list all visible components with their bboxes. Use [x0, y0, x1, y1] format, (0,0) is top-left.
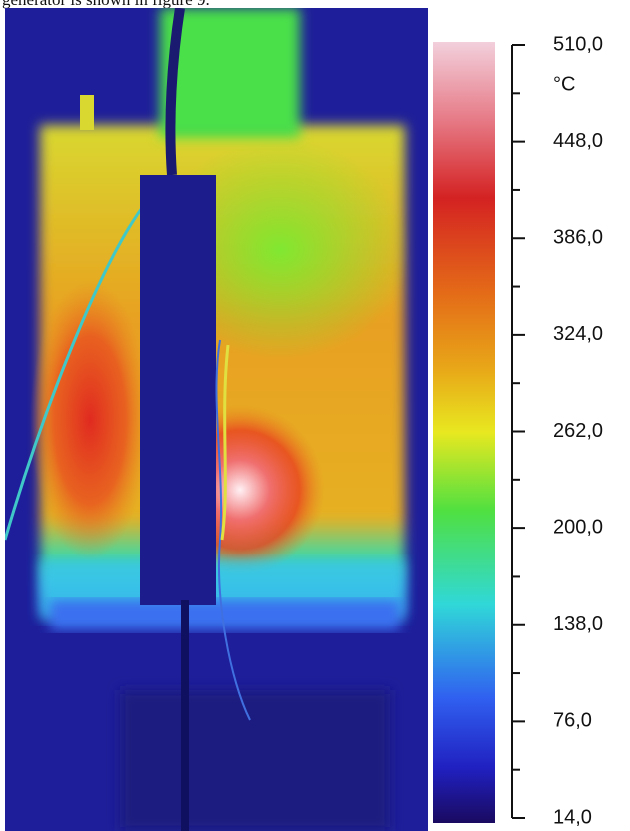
tick-label: 200,0: [553, 516, 603, 538]
unit-label: °C: [553, 73, 575, 95]
caption: generator is shown in figure 9.: [2, 0, 210, 9]
scale: 510,0 448,0 386,0 324,0 262,0 200,0 138,0 76,0 1…: [512, 33, 603, 828]
tick-label: 14,0: [553, 806, 592, 828]
tick-label: 138,0: [553, 613, 603, 635]
tick-label: 324,0: [553, 323, 603, 345]
tick-label: 76,0: [553, 710, 592, 732]
thermal-image: [5, 8, 428, 831]
color-bar: [433, 42, 495, 823]
tick-label: 386,0: [553, 227, 603, 249]
tick-label: 262,0: [553, 420, 603, 442]
tick-label: 448,0: [553, 130, 603, 152]
tick-label: 510,0: [553, 33, 603, 55]
